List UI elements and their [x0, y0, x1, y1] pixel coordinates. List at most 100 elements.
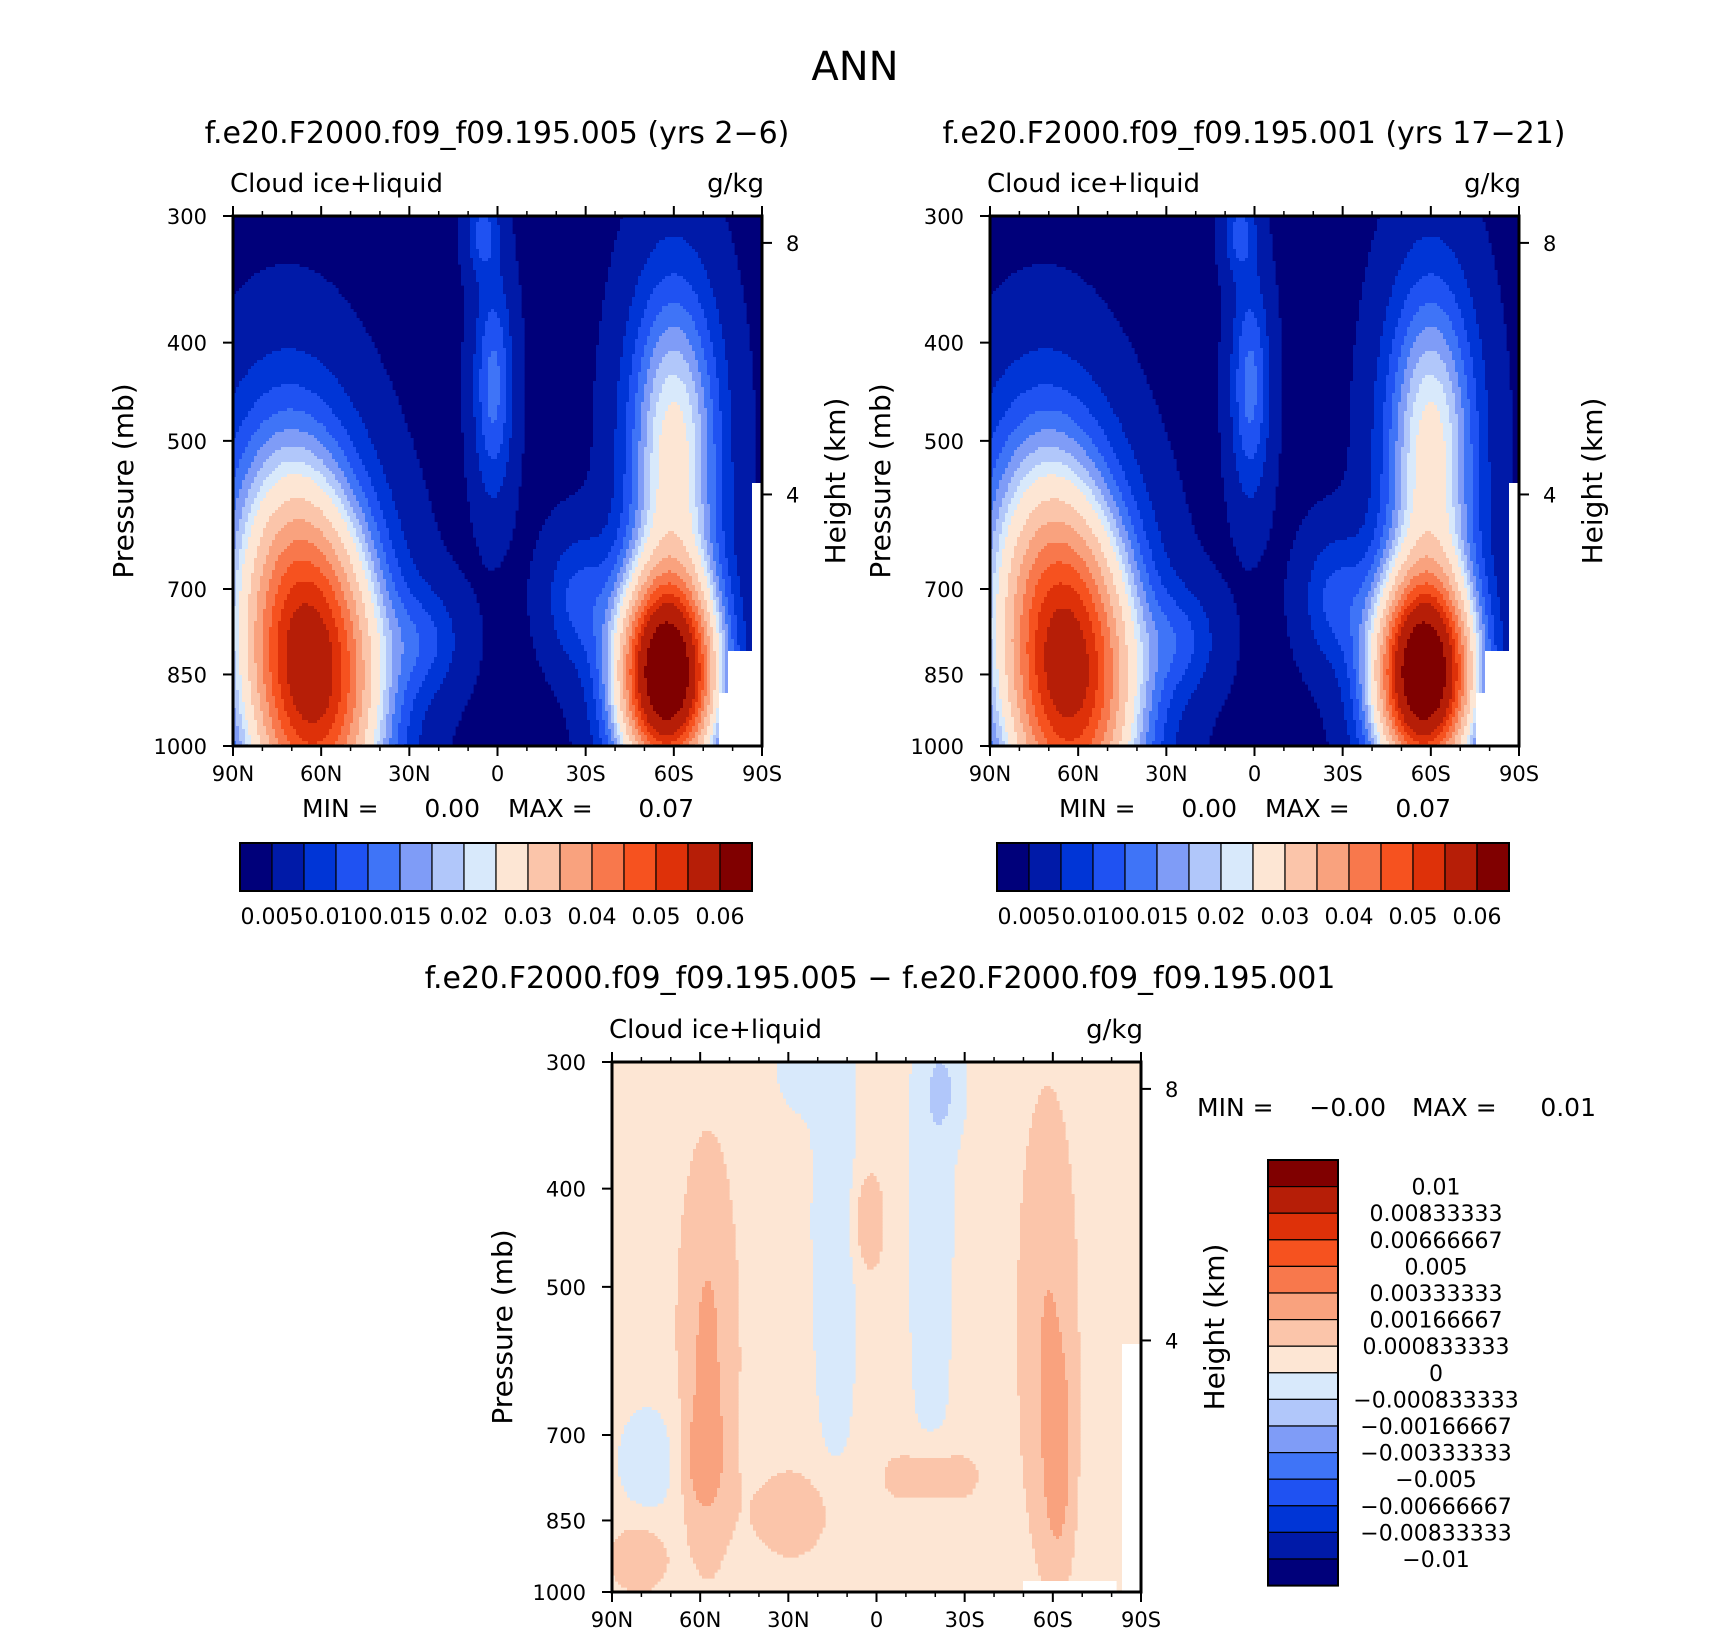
contour-cell — [728, 561, 738, 565]
contour-cell — [338, 378, 390, 382]
contour-cell — [233, 696, 240, 700]
contour-cell — [275, 534, 324, 538]
contour-cell — [713, 696, 720, 700]
contour-cell — [602, 309, 630, 313]
contour-cell — [689, 624, 693, 628]
contour-cell — [533, 642, 561, 646]
contour-cell — [632, 609, 639, 613]
contour-cell — [317, 393, 348, 397]
contour-cell — [539, 534, 600, 538]
contour-cell — [287, 546, 318, 550]
contour-cell — [344, 720, 354, 724]
contour-cell — [659, 456, 690, 460]
contour-cell — [578, 570, 612, 574]
contour-cell — [260, 270, 315, 274]
contour-cell — [443, 681, 477, 685]
contour-cell — [281, 579, 330, 583]
contour-cell — [311, 465, 327, 469]
contour-cell — [734, 504, 753, 508]
contour-cell — [689, 450, 696, 454]
contour-cell — [314, 435, 333, 439]
contour-cell — [635, 627, 642, 631]
contour-cell — [704, 681, 708, 685]
contour-cell — [371, 675, 381, 679]
contour-cell — [695, 357, 705, 361]
contour-cell — [233, 561, 240, 565]
contour-cell — [233, 378, 243, 382]
contour-cell — [653, 513, 693, 517]
contour-cell — [722, 639, 726, 643]
contour-cell — [689, 363, 699, 367]
contour-cell — [329, 483, 342, 487]
contour-cell — [626, 420, 636, 424]
contour-cell — [629, 390, 639, 394]
contour-cell — [251, 585, 261, 589]
contour-cell — [500, 489, 519, 493]
contour-cell — [614, 240, 660, 244]
contour-cell — [263, 393, 318, 397]
contour-cell — [593, 630, 603, 634]
contour-cell — [698, 657, 705, 661]
contour-cell — [593, 393, 618, 397]
contour-cell — [497, 363, 507, 367]
contour-cell — [233, 546, 237, 550]
contour-cell — [593, 411, 618, 415]
contour-cell — [644, 348, 654, 352]
contour-cell — [290, 588, 321, 592]
contour-cell — [233, 309, 354, 313]
contour-cell — [719, 603, 723, 607]
contour-cell — [341, 501, 351, 505]
contour-cell — [638, 465, 645, 469]
contour-cell — [602, 591, 612, 595]
contour-cell — [347, 630, 354, 634]
contour-cell — [614, 645, 621, 649]
contour-cell — [752, 558, 762, 562]
contour-cell — [704, 348, 714, 352]
contour-cell — [380, 462, 420, 466]
contour-cell — [647, 414, 657, 418]
contour-cell — [482, 474, 507, 478]
contour-cell — [410, 720, 423, 724]
contour-cell — [272, 606, 285, 610]
contour-cell — [320, 528, 336, 532]
contour-cell — [329, 636, 339, 640]
contour-cell — [704, 636, 711, 640]
contour-cell — [272, 609, 282, 613]
contour-cell — [698, 693, 702, 697]
contour-cell — [650, 468, 660, 472]
contour-cell — [701, 489, 708, 493]
contour-cell — [395, 612, 408, 616]
contour-cell — [617, 606, 621, 610]
contour-cell — [626, 330, 639, 334]
contour-cell — [650, 594, 663, 598]
contour-cell — [338, 579, 348, 583]
contour-cell — [548, 681, 582, 685]
contour-cell — [350, 462, 363, 466]
contour-cell — [722, 666, 726, 670]
contour-cell — [251, 573, 264, 577]
contour-cell — [689, 672, 696, 676]
contour-cell — [386, 687, 390, 691]
contour-cell — [695, 666, 702, 670]
contour-cell — [386, 660, 393, 664]
contour-cell — [506, 354, 513, 358]
contour-cell — [701, 471, 708, 475]
contour-cell — [635, 651, 639, 655]
contour-cell — [686, 690, 696, 694]
contour-cell — [266, 459, 324, 463]
contour-cell — [707, 318, 720, 322]
contour-cell — [257, 513, 273, 517]
contour-cell — [689, 453, 696, 457]
contour-cell — [716, 498, 723, 502]
contour-cell — [593, 615, 606, 619]
contour-cell — [608, 717, 612, 721]
contour-cell — [380, 648, 387, 652]
contour-cell — [704, 696, 711, 700]
contour-cell — [344, 471, 354, 475]
contour-cell — [599, 690, 606, 694]
contour-cell — [338, 558, 351, 562]
contour-cell — [473, 372, 480, 376]
contour-cell — [617, 669, 624, 673]
contour-cell — [689, 489, 696, 493]
contour-cell — [362, 699, 372, 703]
